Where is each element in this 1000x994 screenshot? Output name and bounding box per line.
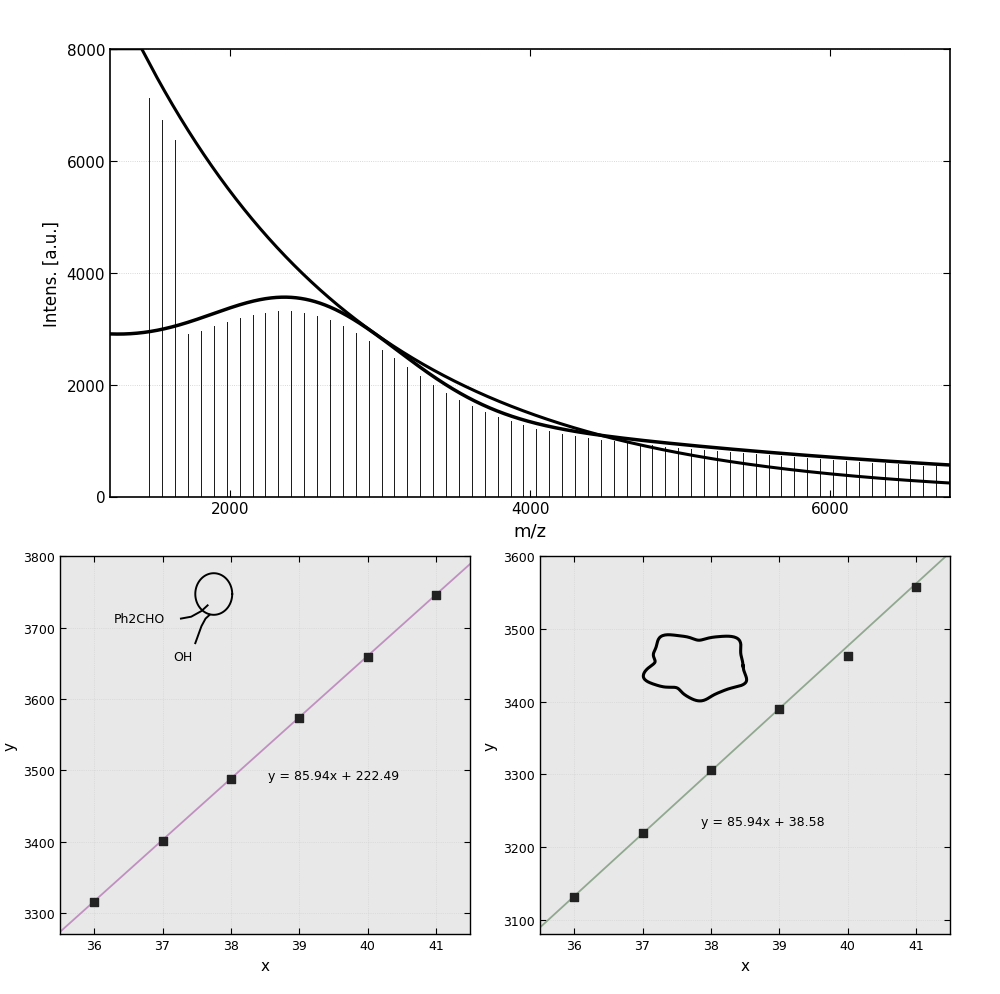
- Text: y = 85.94x + 222.49: y = 85.94x + 222.49: [268, 769, 400, 782]
- Point: [291, 711, 307, 727]
- Point: [154, 833, 170, 849]
- Y-axis label: Intens. [a.u.]: Intens. [a.u.]: [43, 221, 61, 326]
- X-axis label: x: x: [260, 958, 270, 973]
- Point: [771, 701, 787, 717]
- Point: [86, 895, 102, 911]
- Text: Ph2CHO: Ph2CHO: [113, 612, 165, 625]
- Point: [703, 762, 719, 778]
- Point: [634, 825, 650, 841]
- Y-axis label: y: y: [483, 741, 498, 750]
- Point: [428, 587, 444, 603]
- Y-axis label: y: y: [3, 741, 18, 750]
- Text: y = 85.94x + 38.58: y = 85.94x + 38.58: [701, 815, 824, 828]
- Point: [908, 580, 924, 595]
- Point: [223, 771, 239, 787]
- X-axis label: x: x: [740, 958, 750, 973]
- Point: [840, 648, 856, 664]
- Point: [360, 649, 376, 665]
- Point: [566, 890, 582, 906]
- X-axis label: m/z: m/z: [514, 523, 546, 541]
- Text: OH: OH: [173, 650, 193, 663]
